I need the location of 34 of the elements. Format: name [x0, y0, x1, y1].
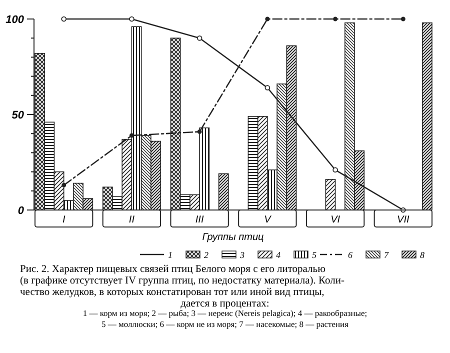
text: 1 — корм из моря; 2 — рыба; 3 — нереис (Nereis pelagica); 4 — ракообразные;: [82, 308, 368, 318]
y-tick-label: 0: [18, 204, 25, 217]
point: [61, 16, 66, 22]
y-tick-label: 100: [6, 14, 25, 26]
legend-label: 6: [348, 250, 353, 260]
text: (в графике отсутствует IV группа птиц, по недостатку материала). Коли-: [20, 276, 345, 286]
x-axis-title: Группы птиц: [202, 232, 264, 243]
legend-label: 7: [384, 250, 389, 260]
x-tick-label: III: [195, 214, 204, 226]
x-tick-label: I: [62, 214, 66, 226]
legend-label: 4: [276, 250, 281, 260]
x-tick-label: VII: [397, 214, 410, 226]
text: чество желудков, в которых констатирован тот или иной вид птицы,: [20, 287, 324, 298]
x-tick-label: V: [264, 214, 272, 226]
legend-label: 5: [312, 250, 317, 260]
point: [196, 35, 202, 41]
legend-label: 2: [204, 250, 209, 260]
point: [197, 129, 202, 134]
y-tick-label: 50: [12, 109, 25, 122]
point: [265, 16, 270, 22]
point: [333, 16, 338, 22]
point: [129, 16, 134, 22]
legend-label: 3: [239, 250, 245, 260]
legend-label: 8: [420, 250, 425, 260]
text: Рис. 2. Характер пищевых связей птиц Белого моря с его литоралью: [20, 264, 326, 275]
point: [62, 182, 66, 188]
text: дается в процентах:: [180, 298, 270, 310]
x-tick-label: VI: [330, 214, 340, 226]
text: 5 — моллюски; 6 — корм не из моря; 7 — насекомые; 8 — растения: [101, 319, 349, 329]
point: [332, 167, 338, 173]
point: [264, 85, 270, 90]
point: [400, 16, 406, 22]
legend-label: 1: [168, 250, 172, 260]
x-tick-label: II: [128, 214, 135, 226]
